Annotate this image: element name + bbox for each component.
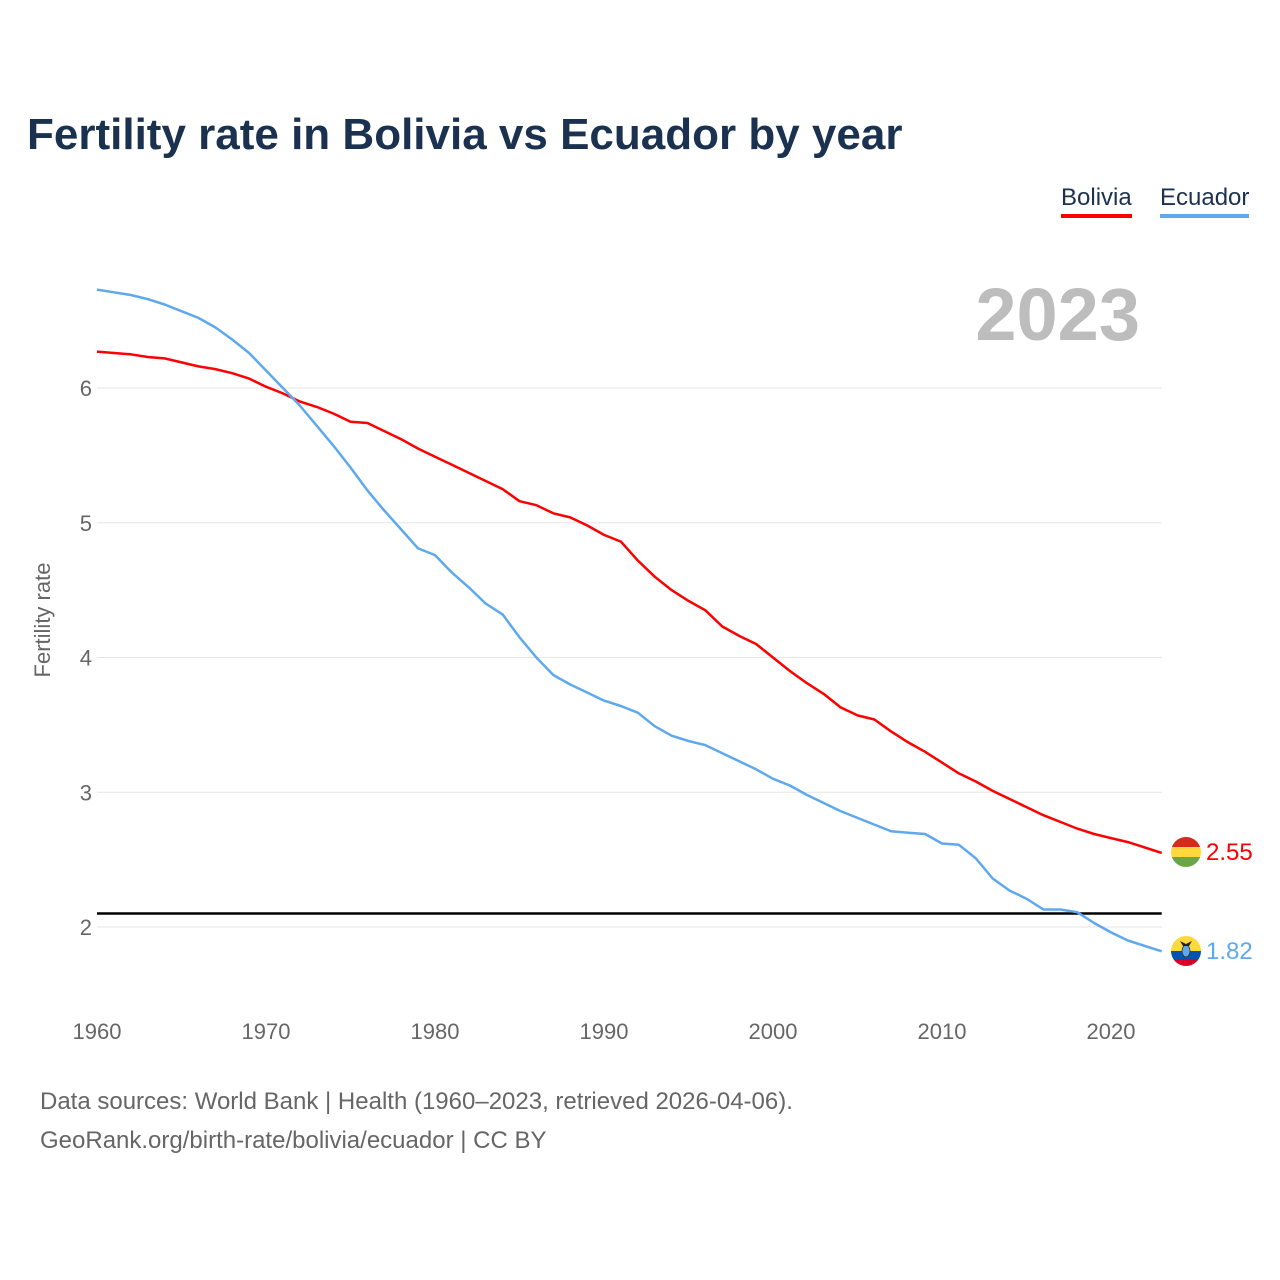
y-tick-label: 2 — [80, 915, 92, 940]
series-line-ecuador[interactable] — [96, 288, 1163, 953]
bolivia-flag-icon — [1171, 837, 1201, 867]
series-line-bolivia[interactable] — [96, 350, 1163, 855]
footer-attribution[interactable]: GeoRank.org/birth-rate/bolivia/ecuador |… — [40, 1127, 547, 1154]
legend-bolivia[interactable]: Bolivia — [1061, 184, 1132, 218]
x-tick-label: 1990 — [580, 1019, 629, 1044]
y-tick-label: 4 — [80, 646, 92, 671]
bolivia-end-value: 2.55 — [1206, 839, 1253, 866]
y-tick-label: 6 — [80, 376, 92, 401]
x-tick-label: 1970 — [242, 1019, 291, 1044]
chart-title: Fertility rate in Bolivia vs Ecuador by … — [27, 110, 903, 159]
year-label: 2023 — [975, 273, 1140, 356]
x-tick-label: 2000 — [749, 1019, 798, 1044]
ecuador-flag-icon — [1171, 936, 1201, 966]
x-tick-label: 1960 — [73, 1019, 122, 1044]
ecuador-end-value: 1.82 — [1206, 938, 1253, 965]
y-tick-label: 5 — [80, 511, 92, 536]
x-tick-label: 1980 — [411, 1019, 460, 1044]
footer-sources: Data sources: World Bank | Health (1960–… — [40, 1088, 793, 1115]
legend-ecuador[interactable]: Ecuador — [1160, 184, 1250, 218]
y-tick-label: 3 — [80, 780, 92, 805]
x-tick-label: 2020 — [1087, 1019, 1136, 1044]
y-axis-label: Fertility rate — [30, 563, 55, 678]
x-tick-label: 2010 — [918, 1019, 967, 1044]
